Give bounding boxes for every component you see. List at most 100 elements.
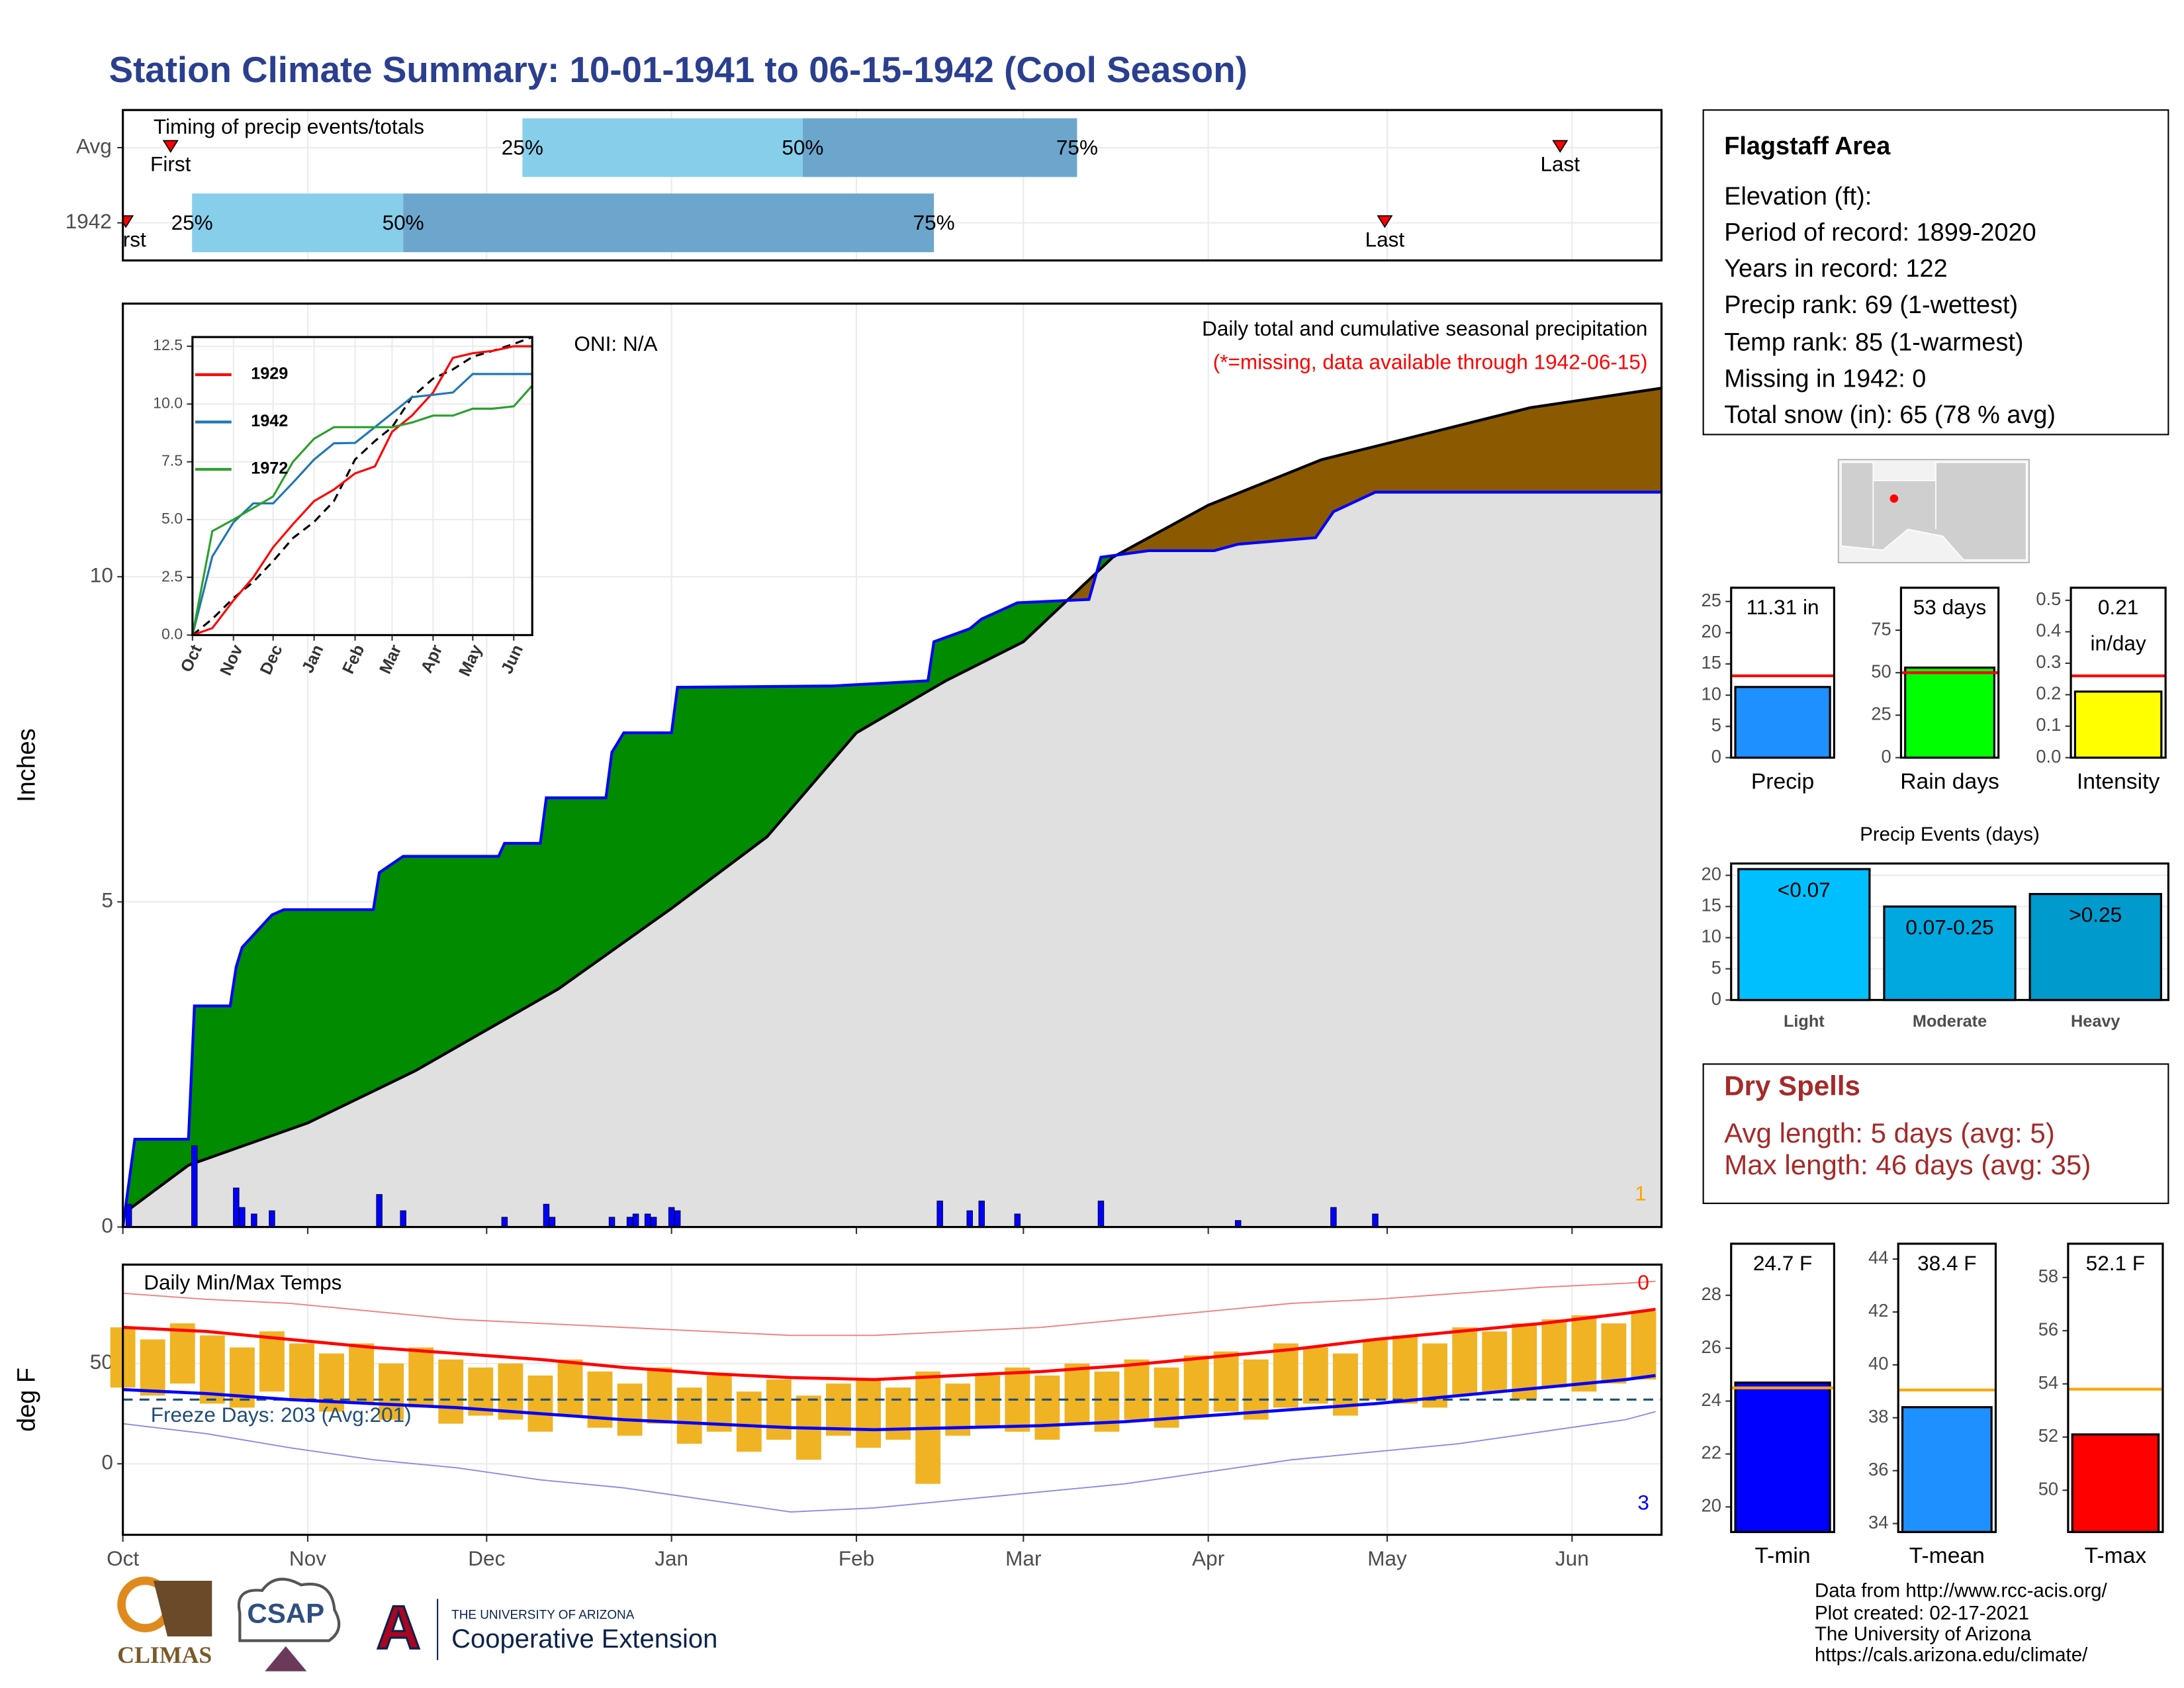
y-tick-label: 12.5 [153, 336, 183, 353]
y-tick-label: 20 [1702, 864, 1721, 884]
bar-category: T-mean [1909, 1544, 1985, 1568]
x-tick-label: Oct [107, 1546, 139, 1570]
temp-range-bar [826, 1383, 851, 1436]
event-label: Last [1365, 227, 1405, 251]
y-tick-label: 38 [1868, 1406, 1888, 1427]
daily-bar [400, 1210, 406, 1228]
info-line: Elevation (ft): [1724, 183, 1872, 211]
y-tick-label: 75 [1871, 618, 1891, 639]
bar [2071, 1433, 2160, 1533]
info-line: Period of record: 1899-2020 [1724, 218, 2036, 246]
y-tick-label: 0.5 [2036, 588, 2061, 609]
y-tick-label: 0 [101, 1450, 113, 1474]
chart-title: Daily Min/Max Temps [144, 1270, 341, 1294]
series-line [191, 373, 533, 635]
climas-text: CLIMAS [117, 1642, 212, 1668]
info-title: Flagstaff Area [1724, 132, 1891, 160]
y-tick-label: 15 [1702, 895, 1721, 915]
y-tick-label: 0 [101, 1213, 113, 1237]
daily-bar [125, 1203, 132, 1228]
locator-map [1837, 459, 2030, 563]
quartile-label: 25% [171, 211, 213, 234]
daily-bar [626, 1217, 633, 1228]
bar-label: 0.07-0.25 [1905, 915, 1993, 939]
info-line: Missing in 1942: 0 [1724, 365, 1926, 393]
daily-bar [936, 1200, 943, 1228]
y-tick-label: 50 [90, 1350, 113, 1374]
avg-max-line [122, 1307, 1656, 1382]
temp-range-bar [259, 1331, 285, 1392]
y-tick-label: 0.3 [2036, 651, 2061, 672]
y-tick-label: 22 [1702, 1442, 1721, 1463]
event-marker [1552, 140, 1569, 153]
footer-line: Data from http://www.rcc-acis.org/ [1815, 1580, 2107, 1602]
row-label: 1942 [66, 209, 112, 233]
daily-bar [644, 1213, 651, 1228]
quartile-label: 50% [383, 211, 424, 234]
daily-bar [191, 1145, 198, 1228]
value-label-box: 53 days [1913, 596, 1987, 620]
y-tick-label: 10 [1702, 683, 1721, 704]
value-label: 0.21 in/day [2090, 596, 2146, 656]
temp-range-bar [169, 1323, 195, 1384]
temp-range-bar [886, 1387, 911, 1440]
temp-range-bar [736, 1391, 762, 1452]
quartile-label: 75% [1056, 135, 1098, 159]
plot-border [122, 109, 1663, 262]
y-tick-label: 10.0 [153, 394, 183, 411]
daily-bar [1014, 1213, 1021, 1228]
bar-category: T-max [2085, 1544, 2147, 1568]
bar [2028, 893, 2162, 1002]
y-tick-label: 36 [1868, 1459, 1888, 1479]
daily-bar [543, 1203, 550, 1228]
daily-bar [608, 1217, 615, 1228]
x-tick-label: Jun [1555, 1546, 1589, 1570]
temp-range-bar [379, 1363, 404, 1420]
x-tick-label: May [1367, 1546, 1407, 1570]
y-tick-label: 26 [1702, 1336, 1721, 1357]
bar [2073, 690, 2163, 759]
y-tick-label: 0 [1881, 746, 1891, 767]
bar [1734, 1382, 1831, 1533]
legend-label: 1972 [251, 459, 288, 478]
value-label: 52.1 F [2085, 1252, 2146, 1276]
y-tick-label: 0.0 [161, 626, 183, 643]
daily-bar [233, 1188, 240, 1228]
map-border [1872, 480, 1936, 546]
daily-bar [632, 1213, 639, 1228]
temp-range-bar [438, 1359, 464, 1424]
temp-range-bar [289, 1343, 314, 1400]
plot-border [122, 1263, 1663, 1536]
chart-title: Precip Events (days) [1860, 823, 2040, 845]
temp-range-bar [1273, 1343, 1298, 1408]
plot-border [1730, 862, 2169, 1002]
plot-border [1899, 586, 2000, 759]
csap-text: CSAP [247, 1598, 324, 1629]
average-line [191, 336, 533, 636]
ua-name: THE UNIVERSITY OF ARIZONA [451, 1609, 635, 1622]
y-tick-label: 28 [1702, 1284, 1721, 1304]
average-line [122, 387, 1662, 1215]
x-tick-label: Light [1784, 1012, 1825, 1031]
temp-range-bar [1541, 1319, 1567, 1388]
x-tick-label: Apr [1192, 1546, 1224, 1570]
dry-spells-box [1702, 1063, 2169, 1204]
climas-shape [153, 1580, 212, 1637]
chart-subtitle: Daily total and cumulative seasonal prec… [1202, 316, 1647, 340]
y-tick-label: 56 [2038, 1319, 2058, 1339]
daily-bar [239, 1207, 246, 1228]
daily-bar [966, 1210, 973, 1228]
dry-spells-line: Avg length: 5 days (avg: 5) [1724, 1117, 2055, 1149]
x-tick-label: Nov [289, 1546, 326, 1570]
y-tick-label: 0 [1711, 746, 1721, 767]
y-tick-label: 0.4 [2036, 620, 2061, 641]
value-label-box: 0.21 in/day [2090, 596, 2146, 656]
daily-bar [549, 1217, 556, 1228]
event-marker [1377, 215, 1393, 228]
bar [1883, 905, 2017, 1002]
event-label: First [105, 227, 146, 251]
ua-letter: A [377, 1593, 421, 1662]
daily-bar [251, 1213, 257, 1228]
